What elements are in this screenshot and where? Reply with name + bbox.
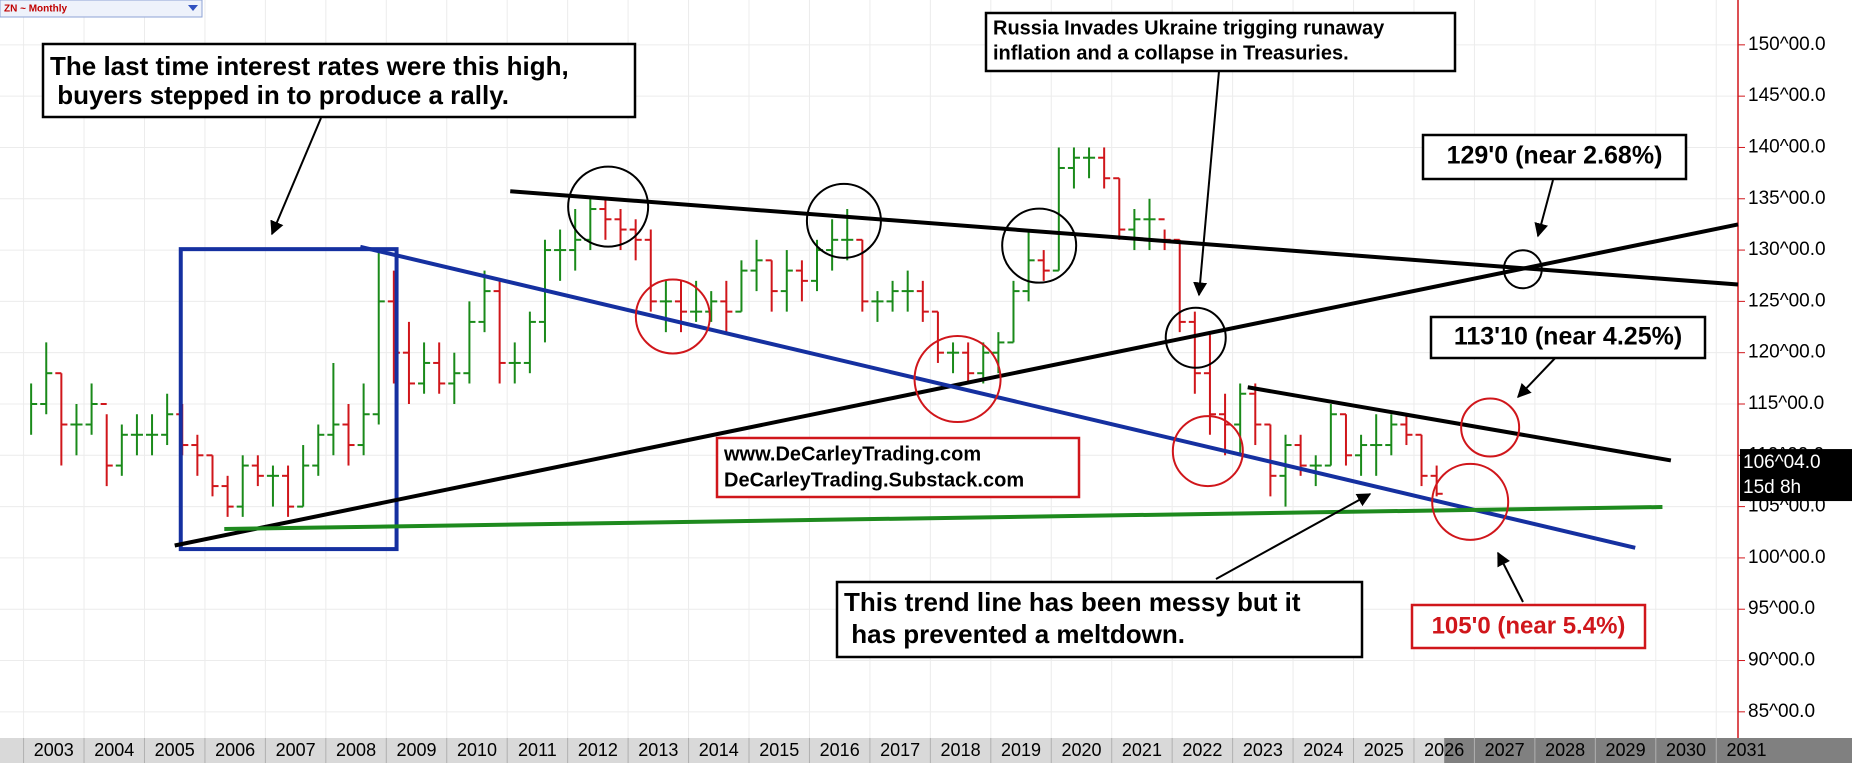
arrow <box>1497 551 1524 603</box>
x-tick-label: 2028 <box>1545 740 1585 760</box>
x-tick-label: 2031 <box>1726 740 1766 760</box>
x-tick-label: 2019 <box>1001 740 1041 760</box>
annotation-box <box>1410 603 1647 650</box>
bar-countdown: 15d 8h <box>1743 477 1801 498</box>
arrow <box>1517 353 1560 399</box>
x-tick-label: 2020 <box>1061 740 1101 760</box>
x-tick-label: 2027 <box>1485 740 1525 760</box>
x-tick-label: 2008 <box>336 740 376 760</box>
symbol-label: ZN ~ Monthly <box>4 4 67 15</box>
x-tick-label: 2015 <box>759 740 799 760</box>
y-tick-label: 150^00.0 <box>1748 34 1826 55</box>
x-tick-label: 2011 <box>518 740 557 760</box>
annotation-box <box>1429 315 1707 360</box>
x-tick-label: 2012 <box>578 740 618 760</box>
highlight-circle <box>913 335 1002 424</box>
annotation-box <box>835 580 1364 659</box>
y-tick-label: 90^00.0 <box>1748 650 1815 671</box>
annotation-text: Russia Invades Ukraine trigging runaway <box>993 17 1385 39</box>
x-tick-label: 2014 <box>699 740 739 760</box>
annotation-box <box>41 42 637 119</box>
x-tick-label: 2013 <box>638 740 678 760</box>
annotation-text: buyers stepped in to produce a rally. <box>50 80 509 110</box>
x-tick-label: 2023 <box>1243 740 1283 760</box>
annotation-box <box>984 11 1457 73</box>
x-tick-label: 2030 <box>1666 740 1706 760</box>
x-tick-label: 2022 <box>1182 740 1222 760</box>
highlight-circle <box>567 165 650 248</box>
highlight-circle <box>1001 207 1078 284</box>
annotation-text: www.DeCarleyTrading.com <box>723 443 981 465</box>
y-tick-label: 115^00.0 <box>1748 393 1824 414</box>
y-tick-label: 140^00.0 <box>1748 136 1826 157</box>
annotation-text: This trend line has been messy but it <box>844 587 1301 617</box>
annotation-text: 129'0 (near 2.68%) <box>1447 142 1663 170</box>
x-tick-label: 2029 <box>1606 740 1646 760</box>
symbol-dropdown[interactable] <box>0 0 203 18</box>
x-tick-label: 2010 <box>457 740 497 760</box>
last-price-box <box>1740 449 1852 502</box>
y-tick-label: 135^00.0 <box>1748 188 1826 209</box>
future-strip <box>1444 738 1852 763</box>
x-tick-label: 2005 <box>155 740 195 760</box>
trend-line <box>1247 385 1672 463</box>
highlight-circle <box>1431 462 1510 541</box>
trend-line <box>510 189 1739 287</box>
highlight-circle <box>1164 306 1227 369</box>
highlight-circle <box>805 182 882 259</box>
x-tick-label: 2004 <box>94 740 134 760</box>
annotation-box <box>1421 133 1688 181</box>
dropdown-arrow <box>188 5 198 11</box>
trend-line <box>359 244 1636 550</box>
y-tick-label: 95^00.0 <box>1748 598 1815 619</box>
x-tick-label: 2024 <box>1303 740 1343 760</box>
arrow <box>1193 70 1220 297</box>
x-tick-label: 2018 <box>941 740 981 760</box>
x-tick-label: 2021 <box>1122 740 1162 760</box>
annotation-text: 113'10 (near 4.25%) <box>1454 323 1682 351</box>
x-tick-label: 2016 <box>820 740 860 760</box>
y-tick-label: 145^00.0 <box>1748 85 1826 106</box>
annotation-text: The last time interest rates were this h… <box>50 51 569 81</box>
last-price: 106^04.0 <box>1743 452 1821 473</box>
x-tick-label: 2003 <box>34 740 74 760</box>
annotation-text: DeCarleyTrading.Substack.com <box>724 469 1024 491</box>
highlight-circle <box>634 278 711 355</box>
x-tick-label: 2026 <box>1424 740 1464 760</box>
y-tick-label: 120^00.0 <box>1748 342 1826 363</box>
highlight-circle <box>1460 397 1521 458</box>
highlight-circle <box>1171 415 1244 488</box>
y-tick-label: 130^00.0 <box>1748 239 1826 260</box>
arrow <box>270 117 322 236</box>
x-tick-label: 2009 <box>396 740 436 760</box>
trend-line <box>174 222 1739 548</box>
annotation-text: has prevented a meltdown. <box>844 619 1185 649</box>
annotation-text: 105'0 (near 5.4%) <box>1432 612 1626 639</box>
y-tick-label: 85^00.0 <box>1748 701 1815 722</box>
x-tick-label: 2006 <box>215 740 255 760</box>
highlight-circle <box>1502 249 1543 290</box>
y-tick-label: 125^00.0 <box>1748 290 1826 311</box>
arrow <box>1215 493 1372 580</box>
arrow <box>1534 179 1554 238</box>
annotation-text: inflation and a collapse in Treasuries. <box>993 42 1349 64</box>
x-tick-label: 2025 <box>1364 740 1404 760</box>
trend-line <box>224 505 1663 531</box>
annotation-box <box>715 436 1081 499</box>
highlight-box <box>178 247 399 552</box>
y-tick-label: 100^00.0 <box>1748 547 1826 568</box>
x-tick-label: 2017 <box>880 740 920 760</box>
x-tick-label: 2007 <box>276 740 316 760</box>
